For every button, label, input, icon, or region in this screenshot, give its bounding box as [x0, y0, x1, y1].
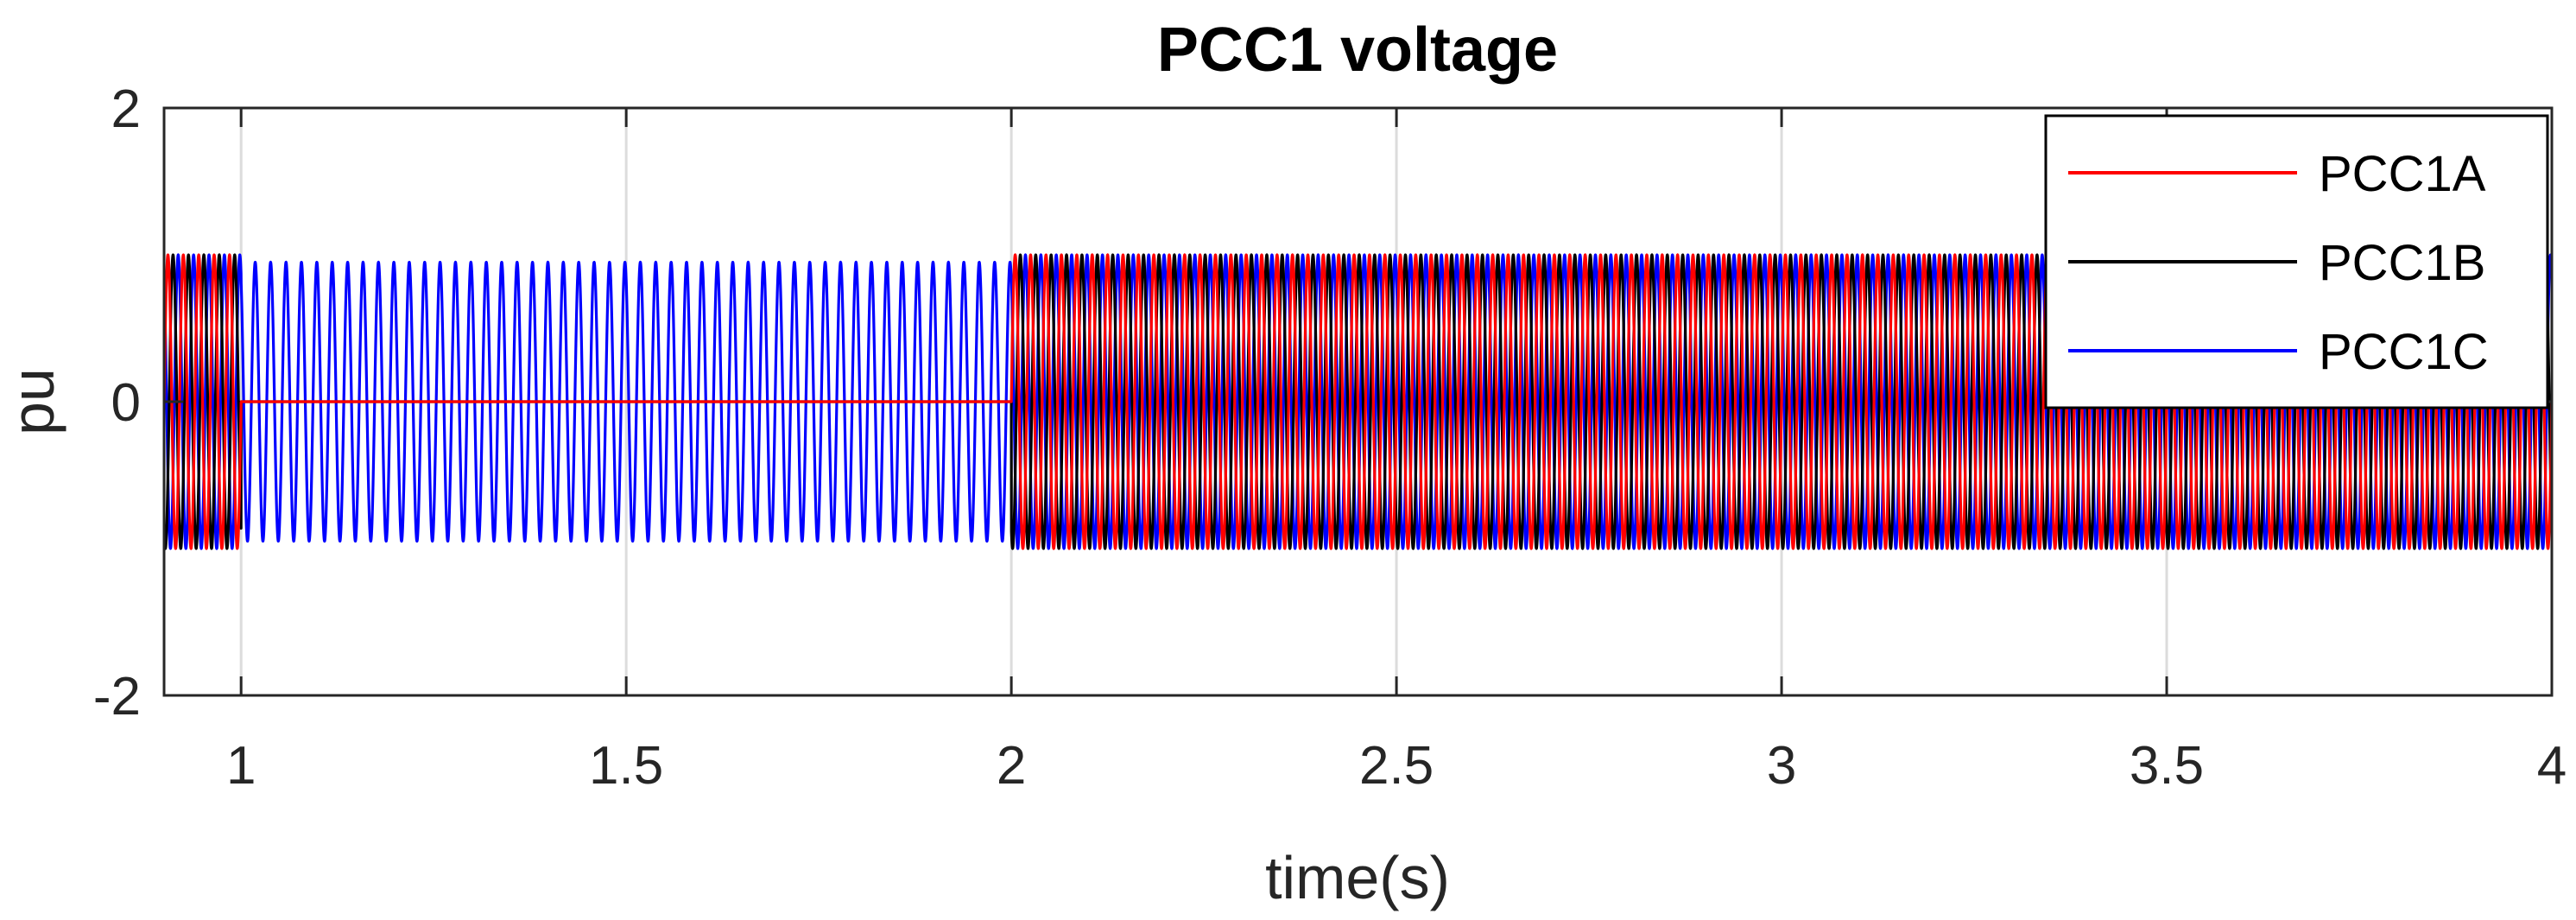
- legend-label-pcc1c: PCC1C: [2319, 324, 2489, 380]
- y-tick-label-0: 0: [111, 373, 141, 433]
- x-tick-label-2: 2: [997, 736, 1026, 796]
- x-axis-label: time(s): [1265, 844, 1450, 911]
- chart-title: PCC1 voltage: [1157, 16, 1558, 85]
- legend-label-pcc1b: PCC1B: [2319, 235, 2485, 291]
- x-tick-label-1-5: 1.5: [589, 736, 663, 796]
- legend-label-pcc1a: PCC1A: [2319, 146, 2486, 202]
- y-axis: -2 0 2: [93, 79, 2552, 726]
- legend: PCC1A PCC1B PCC1C: [2044, 114, 2549, 409]
- x-tick-label-1: 1: [226, 736, 256, 796]
- x-tick-label-3: 3: [1767, 736, 1796, 796]
- y-axis-label: pu: [0, 368, 66, 435]
- y-tick-label-2: 2: [111, 79, 141, 139]
- x-axis: 1 1.5 2 2.5 3 3.5 4: [226, 108, 2567, 796]
- x-tick-label-3-5: 3.5: [2130, 736, 2204, 796]
- x-tick-label-4: 4: [2537, 736, 2567, 796]
- y-tick-label-neg2: -2: [93, 667, 141, 726]
- x-tick-label-2-5: 2.5: [1359, 736, 1434, 796]
